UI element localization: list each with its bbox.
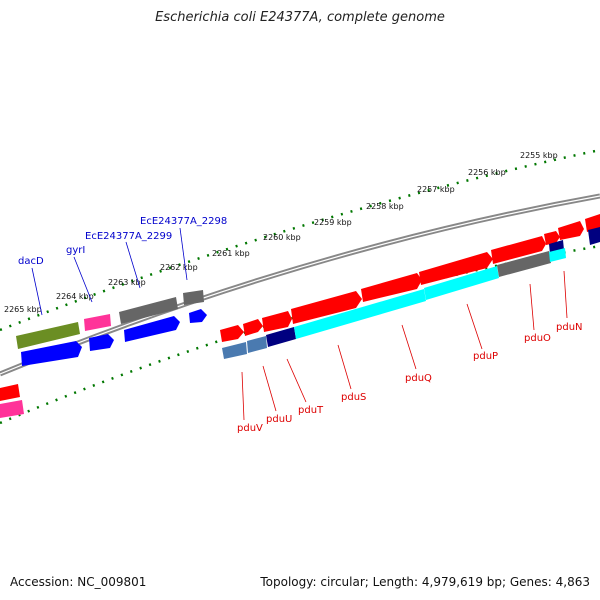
red-gene-j xyxy=(585,214,600,232)
scale-label: 2263 kbp xyxy=(108,278,146,287)
left-edge-pink xyxy=(0,400,24,418)
reverse-gene-1 xyxy=(21,341,82,366)
right-edge-navy xyxy=(588,227,600,245)
leader-gyrI xyxy=(73,256,93,303)
scale-label: 2262 kbp xyxy=(160,263,198,272)
scale-label: 2261 kbp xyxy=(212,249,250,258)
leader-2299 xyxy=(125,241,141,289)
scale-label: 2258 kbp xyxy=(366,202,404,211)
scale-label: 2255 kbp xyxy=(520,151,558,160)
red-gene-d xyxy=(291,291,362,324)
map-title: Escherichia coli E24377A, complete genom… xyxy=(155,10,445,25)
gene-label-pduU: pduU xyxy=(266,414,292,425)
reverse-gene-3 xyxy=(124,316,180,342)
scale-labels: 2255 kbp 2256 kbp 2257 kbp 2258 kbp 2259… xyxy=(4,151,558,314)
pduT-gene xyxy=(266,327,296,347)
gene-label-pduP: pduP xyxy=(473,351,498,362)
scale-label: 2259 kbp xyxy=(314,218,352,227)
leader-pduU xyxy=(262,365,277,412)
leader-pduS xyxy=(337,344,352,390)
bottom-leaders xyxy=(241,270,568,421)
leader-pduQ xyxy=(401,324,417,370)
red-gene-h xyxy=(544,231,560,245)
scale-label: 2256 kbp xyxy=(468,168,506,177)
pdu-genes xyxy=(220,214,600,359)
genome-stats-text: Topology: circular; Length: 4,979,619 bp… xyxy=(260,575,590,589)
scale-label: 2265 kbp xyxy=(4,305,42,314)
left-edge-red xyxy=(0,384,20,401)
pduO-gene xyxy=(497,251,551,277)
red-gene-b xyxy=(243,319,263,336)
leader-pduT xyxy=(286,358,307,403)
leader-pduP xyxy=(466,303,483,350)
scale-label: 2260 kbp xyxy=(263,233,301,242)
accession-text: Accession: NC_009801 xyxy=(10,575,147,589)
gene-label-pduV: pduV xyxy=(237,423,263,434)
leader-pduV xyxy=(241,371,245,421)
gene-label-2299: EcE24377A_2299 xyxy=(85,231,172,242)
red-gene-f xyxy=(419,252,493,285)
leader-pduN xyxy=(563,270,568,319)
gene-2298-grey xyxy=(183,290,204,305)
pduN-gene-cyan xyxy=(549,248,566,262)
pduP-gene xyxy=(424,266,499,300)
red-gene-c xyxy=(262,311,292,332)
gene-label-pduT: pduT xyxy=(298,405,324,416)
top-leaders xyxy=(31,227,188,316)
bottom-gene-labels: pduV pduU pduT pduS pduQ pduP pduO pduN xyxy=(237,322,583,434)
gene-label-pduQ: pduQ xyxy=(405,373,432,384)
red-gene-a xyxy=(220,325,244,342)
leader-pduO xyxy=(529,283,535,331)
scale-label: 2257 kbp xyxy=(417,185,455,194)
scale-label: 2264 kbp xyxy=(56,292,94,301)
reverse-gene-4 xyxy=(189,309,207,323)
red-gene-e xyxy=(361,273,422,302)
gene-label-2298: EcE24377A_2298 xyxy=(140,216,227,227)
gene-2299-grey xyxy=(119,297,178,324)
red-gene-g xyxy=(491,236,546,264)
gene-label-pduS: pduS xyxy=(341,392,366,403)
upper-left-genes xyxy=(0,290,207,418)
top-gene-labels: dacD gyrI EcE24377A_2299 EcE24377A_2298 xyxy=(18,216,227,267)
dacD-gene xyxy=(16,322,80,349)
gene-label-pduN: pduN xyxy=(556,322,583,333)
genome-backbone-inner xyxy=(0,195,600,375)
pduV-gene xyxy=(222,342,247,359)
red-gene-i xyxy=(558,221,584,240)
reverse-gene-2 xyxy=(89,334,114,351)
upper-tick-track xyxy=(0,148,600,332)
leader-dacD xyxy=(31,267,43,316)
gyrI-gene xyxy=(84,314,111,331)
gene-label-pduO: pduO xyxy=(524,333,551,344)
gene-label-gyrI: gyrI xyxy=(66,245,85,256)
pduU-gene xyxy=(247,336,267,353)
pduS-pduQ-gene xyxy=(294,289,426,339)
gene-label-dacD: dacD xyxy=(18,256,44,267)
leader-2298 xyxy=(179,227,188,281)
